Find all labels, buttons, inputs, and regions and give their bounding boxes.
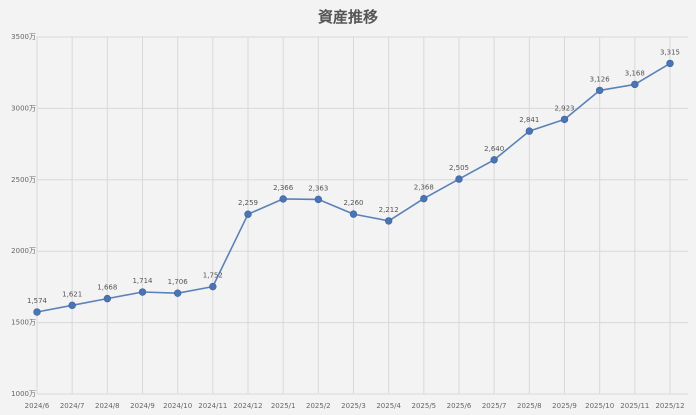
- data-point: [209, 282, 217, 291]
- x-tick-label: 2025/2: [306, 402, 331, 410]
- x-tick-label: 2025/12: [655, 402, 684, 410]
- data-label: 1,621: [62, 290, 82, 298]
- data-label: 2,259: [238, 199, 258, 207]
- x-tick-label: 2024/9: [130, 402, 155, 410]
- data-point: [595, 86, 604, 95]
- y-tick-label: 1500万: [11, 319, 36, 327]
- x-tick-label: 2025/1: [271, 402, 296, 410]
- data-point: [420, 194, 428, 203]
- y-tick-label: 3500万: [11, 33, 36, 41]
- x-tick-label: 2025/6: [447, 402, 472, 410]
- x-tick-label: 2024/7: [60, 402, 85, 410]
- data-label: 2,363: [308, 184, 328, 192]
- data-point: [631, 80, 639, 89]
- y-tick-label: 2500万: [11, 176, 36, 184]
- data-point: [525, 127, 534, 135]
- data-point: [173, 289, 182, 297]
- data-point: [349, 210, 358, 218]
- data-label: 2,368: [414, 184, 434, 192]
- y-tick-label: 1000万: [11, 390, 36, 398]
- data-point: [33, 308, 41, 316]
- data-point: [103, 294, 112, 303]
- x-tick-label: 2024/12: [233, 402, 262, 410]
- x-tick-label: 2025/10: [585, 402, 614, 410]
- data-label: 3,315: [660, 48, 680, 56]
- data-label: 2,640: [484, 145, 504, 153]
- data-label: 1,752: [203, 272, 223, 280]
- y-tick-label: 2000万: [11, 247, 36, 255]
- data-point: [560, 115, 569, 124]
- x-tick-label: 2025/9: [552, 402, 577, 410]
- x-tick-label: 2025/11: [620, 402, 649, 410]
- data-label: 1,574: [27, 297, 48, 305]
- data-label: 1,714: [132, 277, 153, 285]
- data-point: [244, 210, 252, 218]
- x-tick-label: 2025/3: [341, 402, 366, 410]
- data-label: 2,366: [273, 184, 294, 192]
- x-tick-label: 2024/10: [163, 402, 192, 410]
- data-label: 2,505: [449, 164, 469, 172]
- data-point: [138, 288, 147, 296]
- data-label: 2,923: [554, 104, 574, 112]
- data-label: 3,168: [625, 69, 645, 77]
- x-tick-label: 2024/11: [198, 402, 227, 410]
- data-label: 2,260: [343, 199, 363, 207]
- x-tick-label: 2025/5: [412, 402, 437, 410]
- data-point: [279, 195, 287, 203]
- data-point: [490, 156, 498, 164]
- x-tick-label: 2025/4: [376, 402, 401, 410]
- data-label: 2,212: [379, 206, 399, 214]
- data-label: 3,126: [590, 75, 611, 83]
- data-point: [455, 175, 463, 183]
- data-point: [68, 301, 76, 310]
- data-point: [384, 217, 393, 225]
- data-point: [666, 59, 674, 68]
- data-label: 1,706: [168, 278, 189, 286]
- x-tick-label: 2024/6: [25, 402, 50, 410]
- data-label: 2,841: [519, 116, 539, 124]
- x-tick-label: 2024/8: [95, 402, 120, 410]
- data-label: 1,668: [97, 284, 117, 292]
- data-point: [314, 195, 323, 204]
- chart-title: 資産推移: [317, 8, 378, 26]
- x-tick-label: 2025/8: [517, 402, 542, 410]
- y-tick-label: 3000万: [11, 104, 36, 112]
- x-tick-label: 2025/7: [482, 402, 507, 410]
